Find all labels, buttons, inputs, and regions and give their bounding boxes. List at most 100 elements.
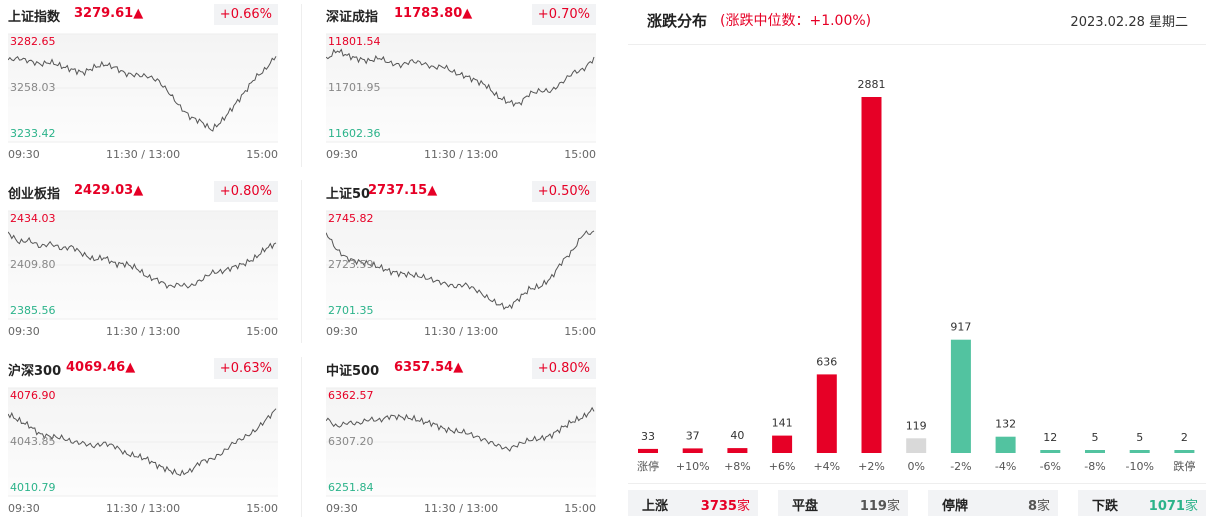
- bar-value-label: 37: [686, 429, 700, 442]
- index-value: 2429.03▲: [74, 183, 144, 198]
- index-price-line: [8, 55, 277, 132]
- index-panel-csi300[interactable]: 沪深300 4069.46▲ +0.63% 4076.90 4043.85 4010.79…: [8, 358, 278, 518]
- category-label: +4%: [813, 460, 840, 473]
- index-change-badge: +0.80%: [213, 181, 278, 202]
- category-label: 0%: [907, 460, 924, 473]
- axis-low-label: 2701.35: [328, 304, 374, 317]
- index-name: 创业板指: [8, 187, 61, 202]
- bar-10: [1085, 450, 1105, 453]
- index-intraday-chart: [8, 33, 278, 143]
- index-change-badge: +0.50%: [531, 181, 596, 202]
- header-divider: [628, 44, 1206, 45]
- axis-high-label: 6362.57: [328, 389, 374, 402]
- index-name: 沪深300: [8, 364, 62, 379]
- axis-high-label: 11801.54: [328, 35, 381, 48]
- stat-falling-value: 1071家: [1148, 499, 1198, 514]
- index-intraday-chart: [326, 33, 596, 143]
- bar-value-label: 5: [1092, 431, 1099, 444]
- trade-date: 2023.02.28 星期二: [1070, 15, 1188, 30]
- category-label: +8%: [724, 460, 751, 473]
- axis-mid-label: 3258.03: [10, 81, 56, 94]
- time-label-close: 15:00: [246, 148, 278, 161]
- bar-value-label: 636: [816, 355, 837, 368]
- stat-falling-label: 下跌: [1092, 499, 1119, 514]
- index-price-line: [326, 48, 595, 108]
- time-label-midday: 11:30 / 13:00: [424, 148, 499, 161]
- axis-mid-label: 2723.59: [328, 258, 374, 271]
- index-intraday-chart: [8, 387, 278, 497]
- bar-11: [1129, 450, 1150, 453]
- time-label-midday: 11:30 / 13:00: [106, 502, 181, 515]
- index-panel-chinext[interactable]: 创业板指 2429.03▲ +0.80% 2434.03 2409.80 2385.56 0…: [8, 181, 278, 341]
- column-divider-1: [301, 4, 302, 167]
- bar-6: [906, 438, 927, 453]
- category-label: -8%: [1084, 460, 1105, 473]
- time-label-close: 15:00: [246, 325, 278, 338]
- bar-3: [772, 435, 793, 453]
- category-label: -6%: [1040, 460, 1061, 473]
- category-label: 跌停: [1173, 459, 1195, 473]
- bar-value-label: 40: [730, 429, 744, 442]
- time-label-open: 09:30: [8, 325, 40, 338]
- time-label-open: 09:30: [326, 325, 358, 338]
- index-panel-shanghai[interactable]: 上证指数 3279.61▲ +0.66% 3282.65 3258.03 3233.42 0…: [8, 4, 278, 164]
- column-divider-3: [301, 357, 302, 517]
- bar-12: [1174, 450, 1195, 453]
- bar-value-label: 917: [950, 321, 971, 334]
- time-label-midday: 11:30 / 13:00: [424, 502, 499, 515]
- bar-9: [1040, 450, 1061, 453]
- bar-8: [995, 436, 1016, 453]
- bar-value-label: 5: [1136, 431, 1143, 444]
- time-label-open: 09:30: [326, 148, 358, 161]
- stat-flat: 平盘 119家: [778, 490, 908, 516]
- category-label: -2%: [950, 460, 971, 473]
- stat-rising: 上涨 3735家: [628, 490, 758, 516]
- axis-high-label: 2434.03: [10, 212, 56, 225]
- axis-mid-label: 6307.20: [328, 435, 374, 448]
- index-panel-shenzhen[interactable]: 深证成指 11783.80▲ +0.70% 11801.54 11701.95 11602…: [326, 4, 596, 164]
- index-name: 上证指数: [8, 10, 61, 25]
- time-label-midday: 11:30 / 13:00: [424, 325, 499, 338]
- index-price-line: [326, 230, 595, 311]
- stat-flat-value: 119家: [859, 499, 900, 514]
- index-name: 深证成指: [326, 10, 379, 25]
- stat-flat-label: 平盘: [792, 499, 819, 514]
- index-name: 中证500: [326, 364, 380, 379]
- stats-divider: [628, 483, 1206, 484]
- index-value: 6357.54▲: [394, 360, 464, 375]
- bar-0: [638, 448, 658, 453]
- bar-value-label: 141: [772, 417, 793, 430]
- bar-2: [727, 448, 748, 453]
- time-label-open: 09:30: [326, 502, 358, 515]
- index-value: 2737.15▲: [368, 183, 438, 198]
- axis-mid-label: 11701.95: [328, 81, 381, 94]
- axis-high-label: 2745.82: [328, 212, 374, 225]
- index-price-line: [8, 408, 277, 477]
- axis-high-label: 4076.90: [10, 389, 56, 402]
- time-label-open: 09:30: [8, 502, 40, 515]
- time-label-close: 15:00: [564, 148, 596, 161]
- index-intraday-chart: [326, 387, 596, 497]
- category-label: +10%: [676, 460, 710, 473]
- category-label: 涨停: [637, 459, 659, 473]
- stat-suspended-label: 停牌: [942, 499, 969, 514]
- bar-1: [682, 448, 703, 453]
- median-change-label: (涨跌中位数：+1.00%): [720, 13, 872, 29]
- time-label-close: 15:00: [246, 502, 278, 515]
- index-intraday-chart: [326, 210, 596, 320]
- bar-value-label: 2881: [858, 78, 886, 91]
- distribution-bar-chart: 33 涨停 37 +10% 40 +8% 141 +6% 636 +4% 2881 +2% 119 0% 9…: [637, 78, 1195, 473]
- index-panel-csi500[interactable]: 中证500 6357.54▲ +0.80% 6362.57 6307.20 6251.84…: [326, 358, 596, 518]
- index-intraday-chart: [8, 210, 278, 320]
- axis-mid-label: 2409.80: [10, 258, 56, 271]
- time-label-midday: 11:30 / 13:00: [106, 325, 181, 338]
- time-label-midday: 11:30 / 13:00: [106, 148, 181, 161]
- bar-value-label: 2: [1181, 431, 1188, 444]
- time-label-open: 09:30: [8, 148, 40, 161]
- bar-7: [950, 339, 971, 453]
- stat-falling: 下跌 1071家: [1078, 490, 1206, 516]
- category-label: +2%: [858, 460, 885, 473]
- index-panel-sse50[interactable]: 上证50 2737.15▲ +0.50% 2745.82 2723.59 2701.35 0…: [326, 181, 596, 341]
- axis-low-label: 3233.42: [10, 127, 56, 140]
- axis-low-label: 11602.36: [328, 127, 381, 140]
